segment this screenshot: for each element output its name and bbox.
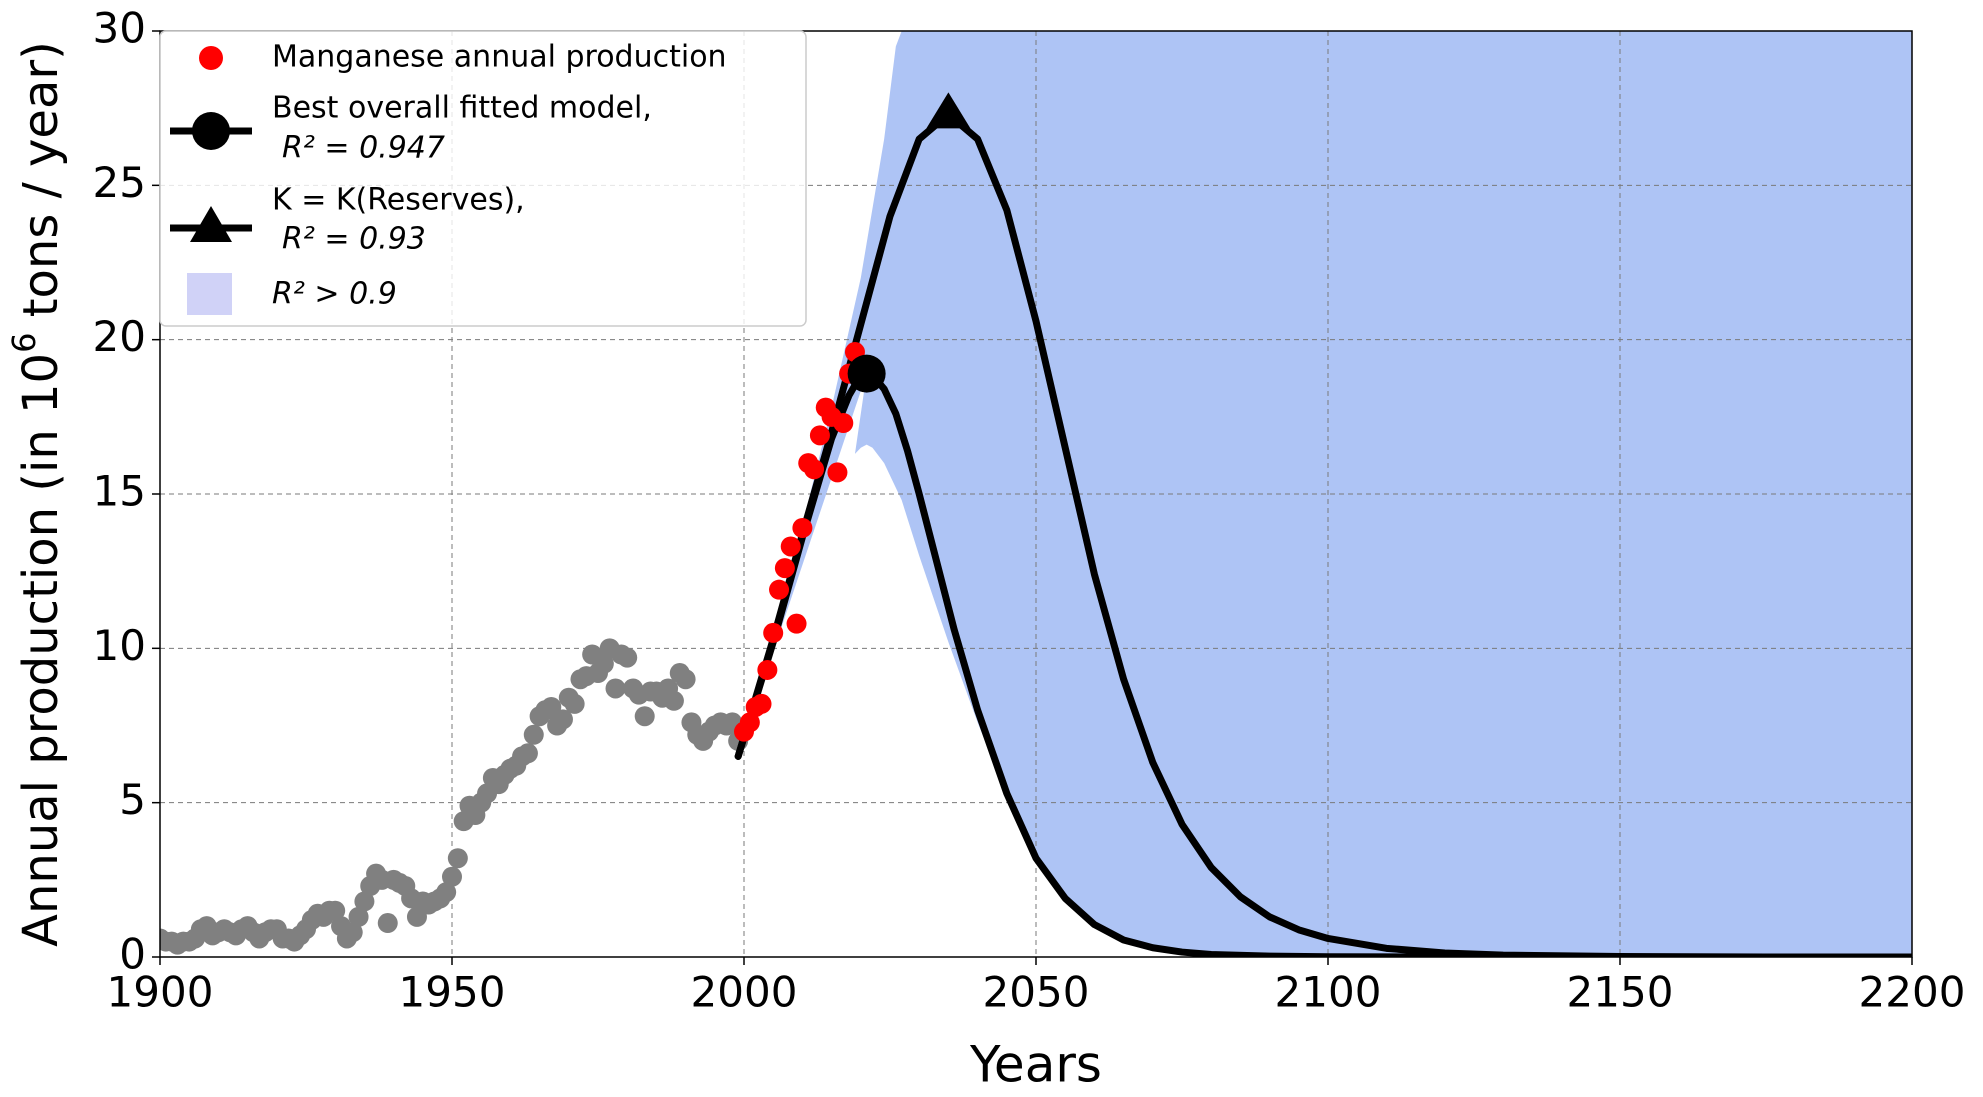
y-tick-label: 5 [119,775,146,824]
legend-label-best-model-line2: R² = 0.947 [282,131,445,166]
legend: Manganese annual production Best overall… [159,30,807,327]
legend-best-model-circle-icon [192,112,230,150]
historical-point [564,693,585,714]
historical-point [634,706,655,727]
historical-point [675,669,696,690]
historical-point [377,913,398,934]
reserves-peak-marker [926,92,971,129]
legend-label-reserves-line2: R² = 0.93 [282,222,426,257]
y-axis-label: Annual production (in 106 tons / year) [5,41,69,947]
x-tick-label: 1900 [107,968,214,1017]
tick-labels: 1900 1950 2000 2050 2100 2150 2200 0 5 10 15 20 25 30 [93,4,1966,1017]
y-tick-label: 20 [93,312,146,361]
legend-band-patch-icon [187,273,232,315]
production-point [833,413,854,434]
historical-point [552,709,573,730]
y-tick-label: 25 [93,158,146,207]
production-point [827,462,848,483]
x-tick-label: 1950 [399,968,506,1017]
production-point [751,693,772,714]
production-point [780,536,801,557]
historical-point [354,891,375,912]
production-point [763,622,784,643]
production-point [774,558,795,579]
production-point [757,659,778,680]
y-tick-label: 10 [93,621,146,670]
best-model-peak-marker [847,354,886,393]
production-point [786,613,807,634]
axes [152,30,1913,965]
production-point [769,579,790,600]
historical-point [325,900,346,921]
historical-point [605,678,626,699]
x-tick-label: 2100 [1275,968,1382,1017]
x-tick-label: 2050 [983,968,1090,1017]
historical-point [342,922,363,943]
historical-point [517,743,538,764]
y-tick-label: 15 [93,467,146,516]
legend-label-reserves-line1: K = K(Reserves), [272,183,525,218]
historical-point [663,690,684,711]
x-tick-label: 2200 [1859,968,1966,1017]
legend-label-best-model-line1: Best overall fitted model, [272,91,652,126]
x-tick-label: 2150 [1567,968,1674,1017]
peak-markers [847,92,971,393]
y-tick-label: 0 [119,930,146,979]
legend-red-dot-icon [199,46,223,70]
production-point [792,517,813,538]
reserves-model-line [734,110,1912,957]
historical-point [348,906,369,927]
legend-frame [159,30,807,327]
legend-label-production: Manganese annual production [272,40,727,75]
historical-point [523,724,544,745]
historical-point [447,848,468,869]
production-point [809,425,830,446]
legend-label-band: R² > 0.9 [272,277,397,312]
x-tick-label: 2000 [691,968,798,1017]
historical-point [617,647,638,668]
historical-point [436,882,457,903]
y-tick-label: 30 [93,4,146,53]
legend-reserves-triangle-icon [190,206,232,242]
historical-point [442,866,462,887]
historical-point [593,653,614,674]
production-point [739,712,760,733]
x-axis-label: Years [969,1036,1102,1094]
production-point [804,459,825,480]
